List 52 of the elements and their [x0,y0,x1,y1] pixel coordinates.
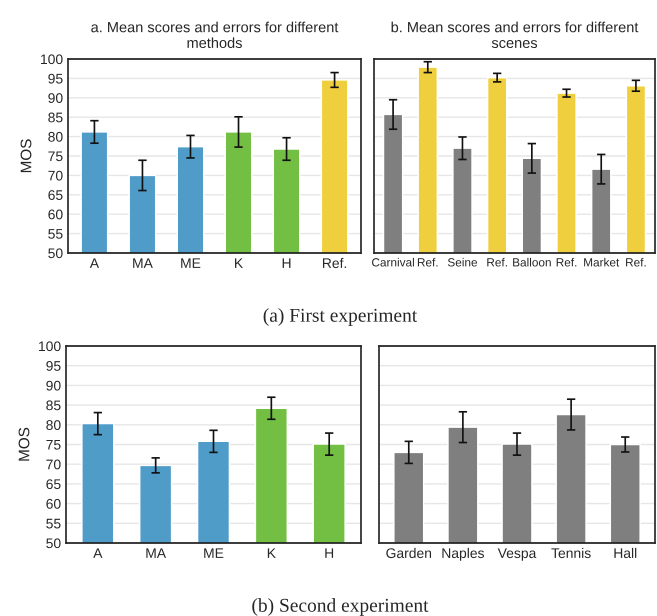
y-tick-label: 60 [48,210,63,220]
x-tick-label: Ref. [322,258,346,268]
x-tick-label: K [235,258,243,268]
y-tick-label: 55 [46,518,61,528]
text: (a) First experiment [264,308,418,326]
x-tick-label: Seine [448,258,478,267]
x-tick-label: Tennis [551,548,591,558]
x-tick-label: H [282,258,290,268]
y-tick-label: 90 [48,93,63,103]
y-tick-label: 50 [48,248,63,258]
y-tick-label: 95 [48,74,63,84]
x-tick-label: Naples [442,548,484,561]
x-tick-label: Garden [386,548,432,558]
y-tick-label: 75 [48,151,63,162]
chart-title: a. Mean scores and errors for different methods [91,22,338,48]
x-tick-label: Vespa [498,548,536,561]
x-tick-label: ME [181,258,200,268]
x-tick-label: Ref. [487,258,507,267]
x-tick-label: Ref. [418,258,438,267]
x-tick-label: Carnival [372,258,414,267]
y-tick-label: 85 [46,400,61,410]
x-tick-label: MA [146,548,166,558]
y-tick-label: 60 [46,498,61,509]
y-axis-title: MOS [20,139,32,172]
x-tick-label: Ref. [556,258,576,267]
y-tick-label: 55 [48,229,63,239]
x-tick-label: MA [133,258,153,268]
text: (b) Second experiment [252,598,428,616]
x-tick-label: Balloon [513,258,551,267]
y-tick-label: 70 [48,170,63,181]
y-tick-label: 80 [48,132,63,142]
y-tick-label: 100 [39,341,61,352]
y-tick-label: 90 [46,380,61,391]
x-tick-label: Hall [614,548,636,558]
y-tick-label: 100 [41,54,63,64]
x-tick-label: K [268,548,276,558]
y-tick-label: 65 [46,479,61,490]
x-tick-label: Ref. [626,258,646,267]
y-tick-label: 75 [46,440,61,450]
y-tick-label: 95 [46,361,61,371]
y-tick-label: 80 [46,420,61,430]
y-tick-label: 65 [48,190,63,200]
y-tick-label: 70 [46,460,61,470]
x-tick-label: Market [584,258,620,267]
y-tick-label: 85 [48,112,63,122]
chart-title: b. Mean scores and errors for different scenes [392,22,638,48]
y-axis-title: MOS [18,428,30,461]
x-tick-label: A [93,548,102,558]
x-tick-label: A [90,258,100,268]
x-tick-label: H [325,548,334,558]
x-tick-label: ME [204,548,224,558]
y-tick-label: 50 [46,538,61,548]
